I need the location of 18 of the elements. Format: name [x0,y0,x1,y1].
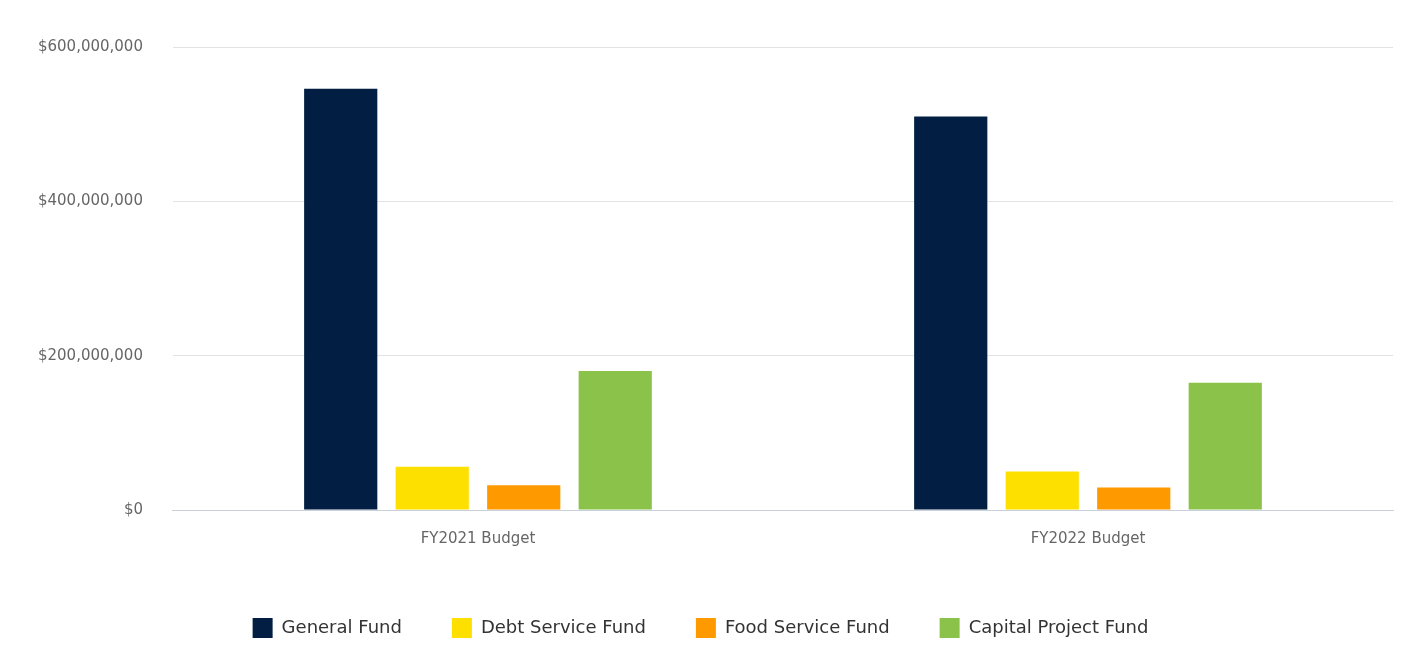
bar [914,116,988,510]
legend-label: Capital Project Fund [968,615,1149,637]
y-tick-label: $600,000,000 [37,36,143,55]
legend-label: General Fund [281,615,402,637]
legend-label: Food Service Fund [724,615,890,637]
bar [1188,382,1262,510]
x-tick-label: FY2021 Budget [420,528,536,547]
bar [1005,471,1079,510]
y-tick-label: $200,000,000 [37,345,143,364]
bar [1097,487,1171,510]
bar [395,466,469,510]
legend-label: Debt Service Fund [480,615,646,637]
y-tick-label: $0 [123,499,143,518]
bar [304,88,378,510]
y-tick-label: $400,000,000 [37,191,143,210]
bar [578,371,652,510]
bar [487,485,561,510]
x-tick-label: FY2022 Budget [1030,528,1146,547]
